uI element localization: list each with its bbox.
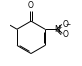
Text: O: O: [63, 30, 69, 39]
Text: +: +: [57, 25, 62, 30]
Text: −: −: [65, 21, 70, 26]
Text: N: N: [54, 25, 60, 34]
Text: O: O: [63, 20, 69, 29]
Text: O: O: [28, 1, 34, 10]
